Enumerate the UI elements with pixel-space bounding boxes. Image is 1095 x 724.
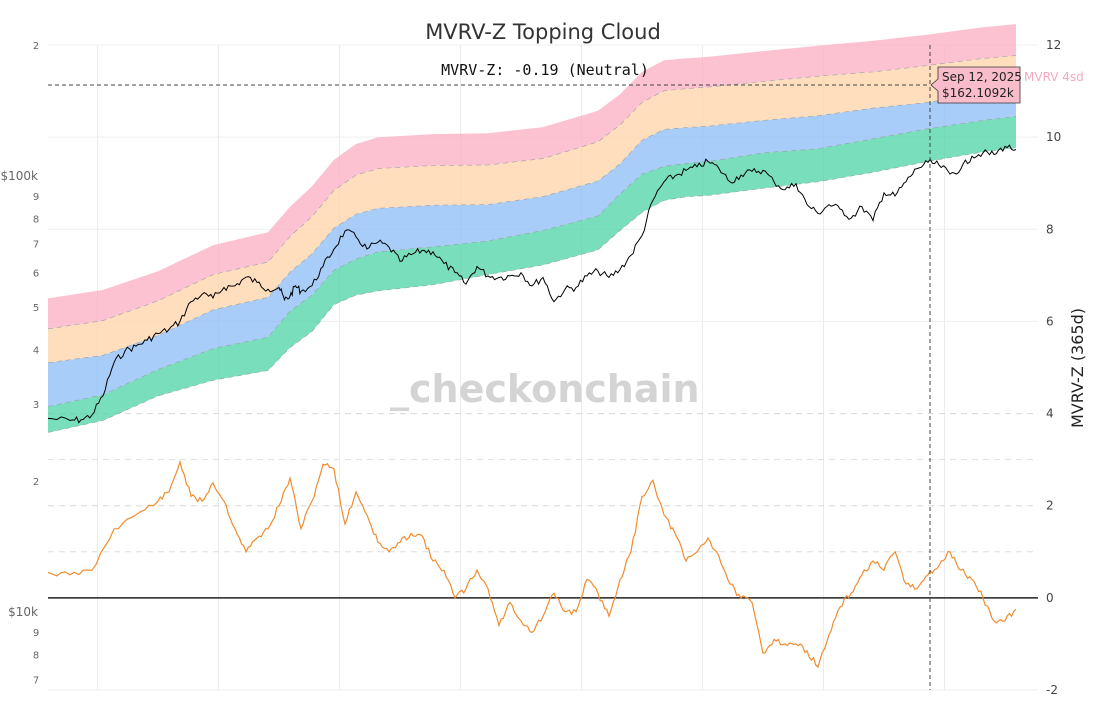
left-axis-minor-tick: 2 (33, 41, 39, 52)
cloud-band-edge (47, 89, 1017, 363)
hover-date: Sep 12, 2025 (942, 70, 1022, 84)
cloud-band-edge (47, 147, 1017, 433)
left-axis-major-tick: $100k (1, 169, 39, 183)
topping-cloud (47, 24, 1017, 433)
left-axis-minor-tick: 8 (33, 214, 39, 225)
cloud-band-edge (47, 116, 1017, 407)
left-axis-minor-tick: 7 (33, 676, 39, 687)
left-axis-minor-tick: 9 (33, 192, 39, 203)
chart-title: MVRV-Z Topping Cloud (425, 20, 661, 44)
watermark: _checkonchain (390, 367, 700, 411)
price-line (47, 144, 1017, 424)
hover-series-label: MVRV 4sd (1024, 70, 1084, 84)
hover-box (930, 66, 1021, 104)
mvrv-z-line (47, 459, 1017, 669)
left-axis-minor-tick: 2 (33, 477, 39, 488)
right-axis-tick: 12 (1046, 38, 1061, 52)
right-axis-label: MVRV-Z (365d) (1068, 308, 1087, 428)
right-axis-tick: 4 (1046, 407, 1054, 421)
left-axis-minor-tick: 3 (33, 400, 39, 411)
left-axis-minor-tick: 7 (33, 240, 39, 251)
right-axis-tick: 0 (1046, 591, 1054, 605)
right-axis-tick: 2 (1046, 499, 1054, 513)
right-axis-tick: 6 (1046, 314, 1054, 328)
right-axis-tick: 8 (1046, 222, 1054, 236)
left-axis-minor-tick: 4 (33, 346, 39, 357)
chart-subtitle: MVRV-Z: -0.19 (Neutral) (441, 61, 649, 79)
left-axis-major-tick: $10k (8, 605, 38, 619)
cloud-band-4 (48, 24, 1016, 329)
hover-value: $162.1092k (942, 86, 1014, 100)
hover-tooltip: Sep 12, 2025 $162.1092k MVRV 4sd (48, 45, 1084, 690)
data-lines (47, 144, 1038, 669)
cloud-band-3 (48, 55, 1016, 363)
cloud-band-edge (47, 55, 1017, 330)
left-axis-minor-tick: 9 (33, 628, 39, 639)
cloud-band-2 (48, 90, 1016, 407)
left-axis-minor-tick: 5 (33, 303, 39, 314)
right-axis-tick: -2 (1046, 683, 1058, 697)
left-axis-minor-tick: 6 (33, 269, 39, 280)
right-axis-tick: 10 (1046, 130, 1061, 144)
left-axis-minor-tick: 8 (33, 650, 39, 661)
axes: -2 0 2 4 6 8 10 12 7 8 9 2 3 4 5 6 7 8 9 2 $10k $100k (1, 38, 1062, 697)
cloud-band-1 (48, 116, 1016, 433)
